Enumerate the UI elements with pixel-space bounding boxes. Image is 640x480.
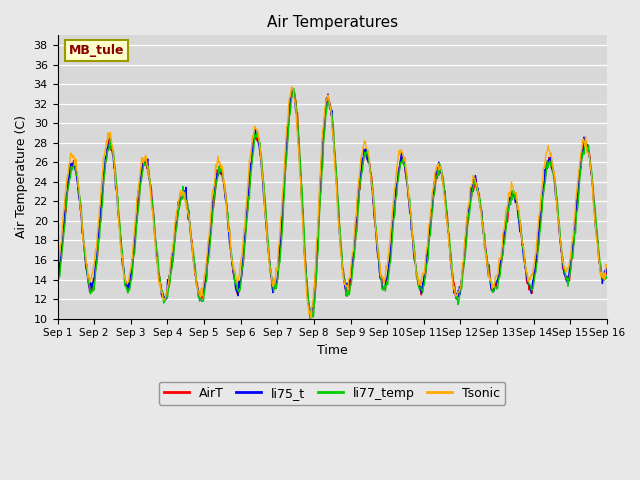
li75_t [603,264,611,270]
AirT [176,200,184,206]
Tsonic [54,267,61,273]
li75_t [289,86,297,92]
li75_t [63,188,71,193]
Tsonic [401,158,408,164]
AirT [401,159,408,165]
Line: AirT: AirT [58,91,607,319]
li77_temp [205,254,212,260]
li75_t [401,162,408,168]
Line: Tsonic: Tsonic [58,87,607,318]
Legend: AirT, li75_t, li77_temp, Tsonic: AirT, li75_t, li77_temp, Tsonic [159,382,506,405]
AirT [120,269,128,275]
li77_temp [417,285,424,291]
li77_temp [401,163,408,169]
AirT [289,88,297,94]
Tsonic [417,283,424,288]
AirT [63,190,71,196]
Tsonic [63,172,71,178]
Tsonic [307,315,315,321]
li75_t [417,283,424,288]
X-axis label: Time: Time [317,344,348,357]
Tsonic [205,234,212,240]
AirT [603,269,611,275]
li75_t [205,241,212,247]
Y-axis label: Air Temperature (C): Air Temperature (C) [15,116,28,239]
li77_temp [176,204,184,209]
Tsonic [603,264,611,270]
AirT [417,288,424,293]
Title: Air Temperatures: Air Temperatures [267,15,398,30]
AirT [307,316,315,322]
li75_t [120,268,128,274]
Tsonic [120,276,128,281]
li75_t [176,199,184,205]
AirT [205,247,212,253]
li75_t [54,277,61,283]
Text: MB_tule: MB_tule [68,44,124,57]
Tsonic [176,194,184,200]
li77_temp [54,276,61,282]
AirT [54,275,61,280]
li77_temp [603,276,611,281]
li77_temp [120,271,128,276]
Line: li77_temp: li77_temp [58,88,607,320]
li77_temp [63,188,71,194]
Line: li75_t: li75_t [58,89,607,320]
li77_temp [290,85,298,91]
li77_temp [307,317,314,323]
li75_t [307,317,314,323]
Tsonic [288,84,296,90]
